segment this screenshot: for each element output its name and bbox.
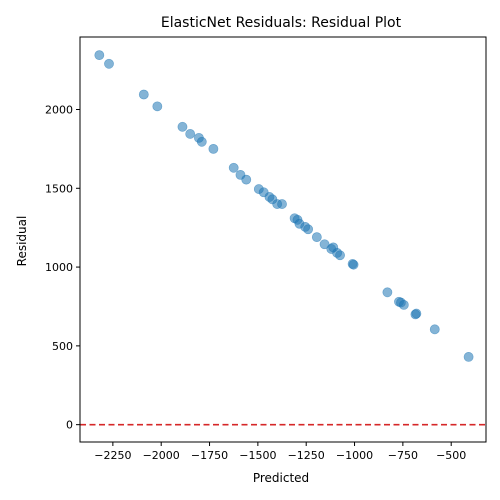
- y-tick-label: 500: [52, 340, 73, 353]
- data-point: [186, 129, 195, 138]
- data-point: [178, 122, 187, 131]
- x-tick-label: −1250: [288, 449, 325, 462]
- x-tick-label: −2000: [143, 449, 180, 462]
- x-axis-label: Predicted: [253, 471, 309, 485]
- data-point: [335, 251, 344, 260]
- data-point: [209, 144, 218, 153]
- y-tick-label: 1500: [45, 182, 73, 195]
- data-point: [229, 163, 238, 172]
- data-point: [349, 260, 358, 269]
- x-tick-label: −750: [388, 449, 418, 462]
- x-tick-label: −1750: [191, 449, 228, 462]
- y-tick-label: 0: [66, 419, 73, 432]
- chart-title: ElasticNet Residuals: Residual Plot: [161, 15, 402, 31]
- data-point: [399, 300, 408, 309]
- data-point: [197, 137, 206, 146]
- x-tick-label: −1500: [239, 449, 276, 462]
- data-point: [383, 288, 392, 297]
- data-point: [412, 309, 421, 318]
- y-tick-label: 2000: [45, 103, 73, 116]
- x-tick-label: −1000: [336, 449, 373, 462]
- data-point: [464, 352, 473, 361]
- data-point: [312, 233, 321, 242]
- x-tick-label: −2250: [94, 449, 131, 462]
- data-point: [153, 102, 162, 111]
- data-point: [95, 51, 104, 60]
- y-axis-label: Residual: [15, 216, 29, 267]
- data-point: [104, 59, 113, 68]
- data-point: [430, 325, 439, 334]
- data-point: [139, 90, 148, 99]
- data-point: [242, 175, 251, 184]
- data-point: [304, 225, 313, 234]
- y-tick-label: 1000: [45, 261, 73, 274]
- x-tick-label: −500: [436, 449, 466, 462]
- data-point: [277, 199, 286, 208]
